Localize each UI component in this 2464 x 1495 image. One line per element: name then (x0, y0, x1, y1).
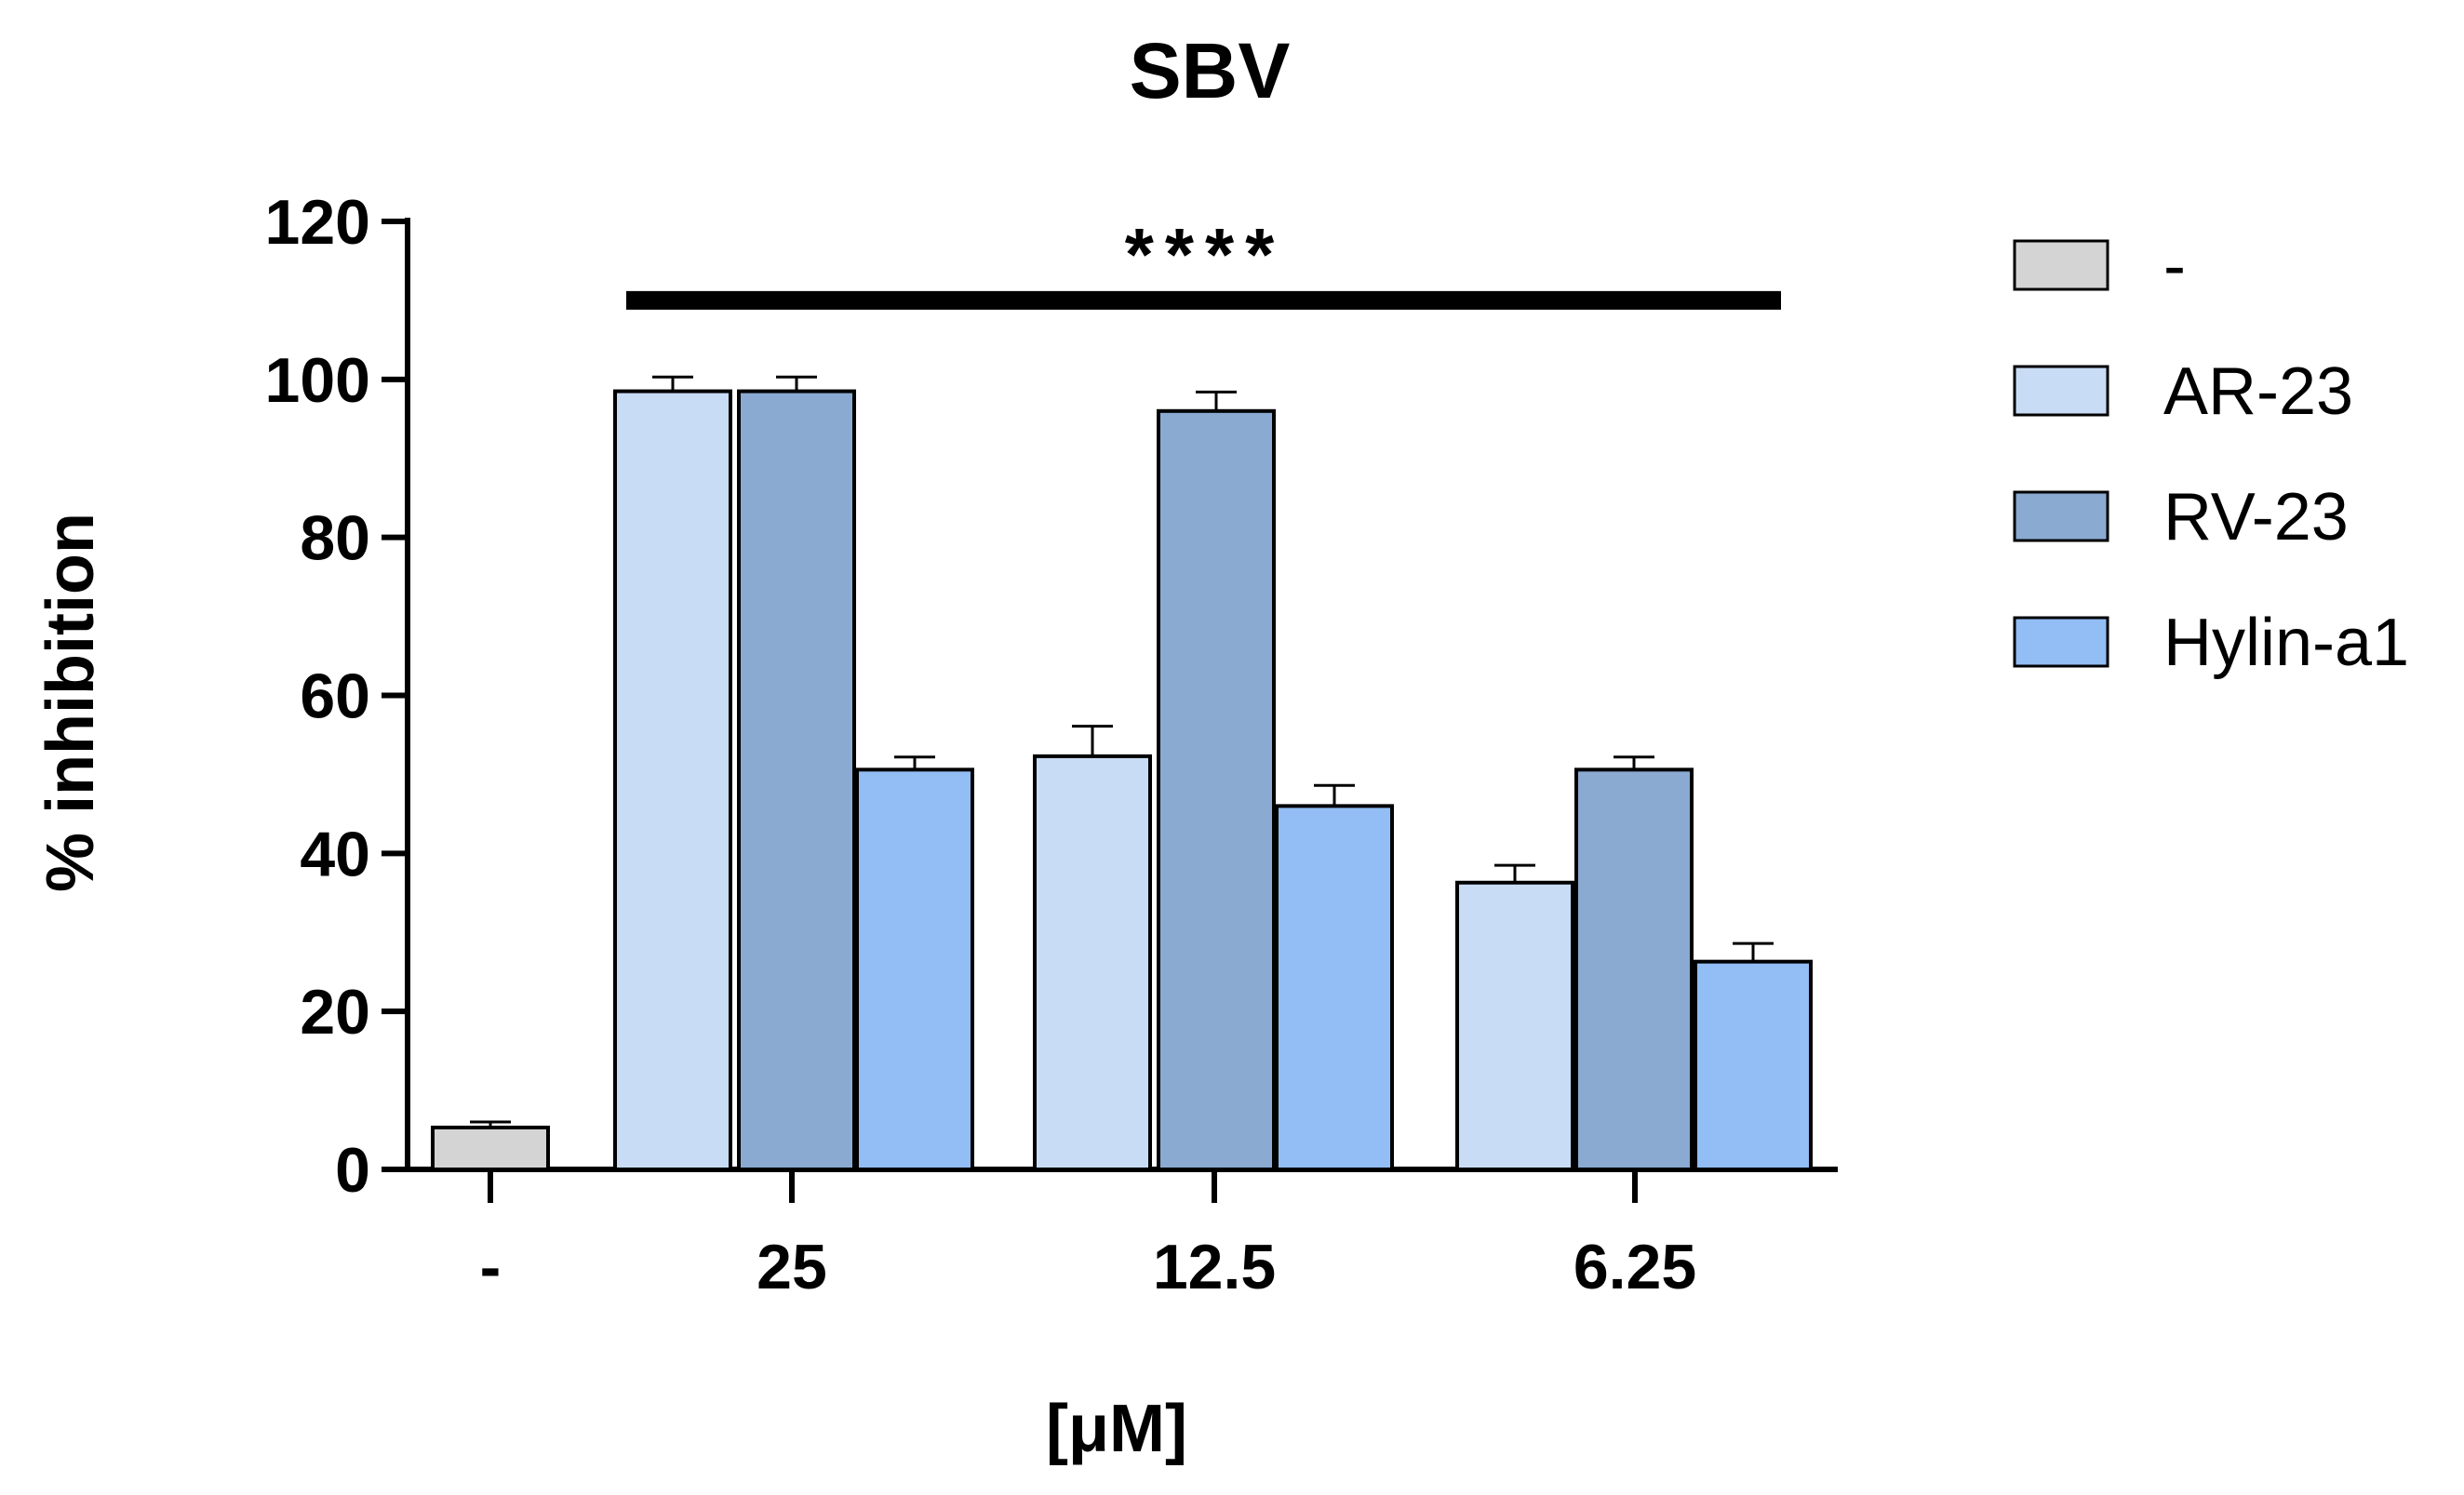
bar (613, 389, 732, 1171)
bar (1694, 959, 1813, 1172)
bar (855, 768, 974, 1171)
bar (1033, 754, 1152, 1171)
x-tick-label: 6.25 (1573, 1232, 1696, 1302)
significance-annotations: **** (626, 213, 1781, 310)
legend-label: Hylin-a1 (2163, 606, 2409, 680)
y-tick-label: 20 (300, 977, 370, 1048)
y-tick-label: 40 (300, 819, 370, 889)
chart-title: SBV (1130, 27, 1291, 114)
y-tick-label: 120 (265, 187, 370, 258)
y-tick-label: 0 (335, 1135, 370, 1206)
bar (1275, 804, 1394, 1172)
legend-swatch (2013, 490, 2109, 542)
legend-label: AR-23 (2163, 354, 2353, 429)
bar (431, 1125, 550, 1171)
bar (737, 389, 856, 1171)
y-axis-label: % inhibition (33, 513, 108, 892)
significance-label: **** (1125, 213, 1286, 296)
legend-swatch (2013, 365, 2109, 417)
legend-label: - (2163, 229, 2186, 303)
x-tick-label: 12.5 (1153, 1232, 1276, 1302)
bar (1574, 768, 1694, 1171)
legend-swatch (2013, 239, 2109, 291)
axes: 0 20 40 60 80 100 120 - 25 12.5 6.25 (265, 187, 1838, 1302)
y-tick-label: 100 (265, 345, 370, 416)
x-axis-label: [μM] (1046, 1392, 1187, 1466)
x-tick-label: 25 (757, 1232, 827, 1302)
y-tick-label: 60 (300, 661, 370, 732)
bar (1455, 880, 1574, 1171)
x-tick-label: - (480, 1232, 502, 1302)
legend-swatch (2013, 616, 2109, 668)
bar (1157, 408, 1276, 1171)
legend: - AR-23 RV-23 Hylin-a1 (2013, 229, 2409, 680)
y-tick-label: 80 (300, 503, 370, 574)
legend-label: RV-23 (2163, 480, 2349, 554)
bars (431, 375, 1813, 1172)
